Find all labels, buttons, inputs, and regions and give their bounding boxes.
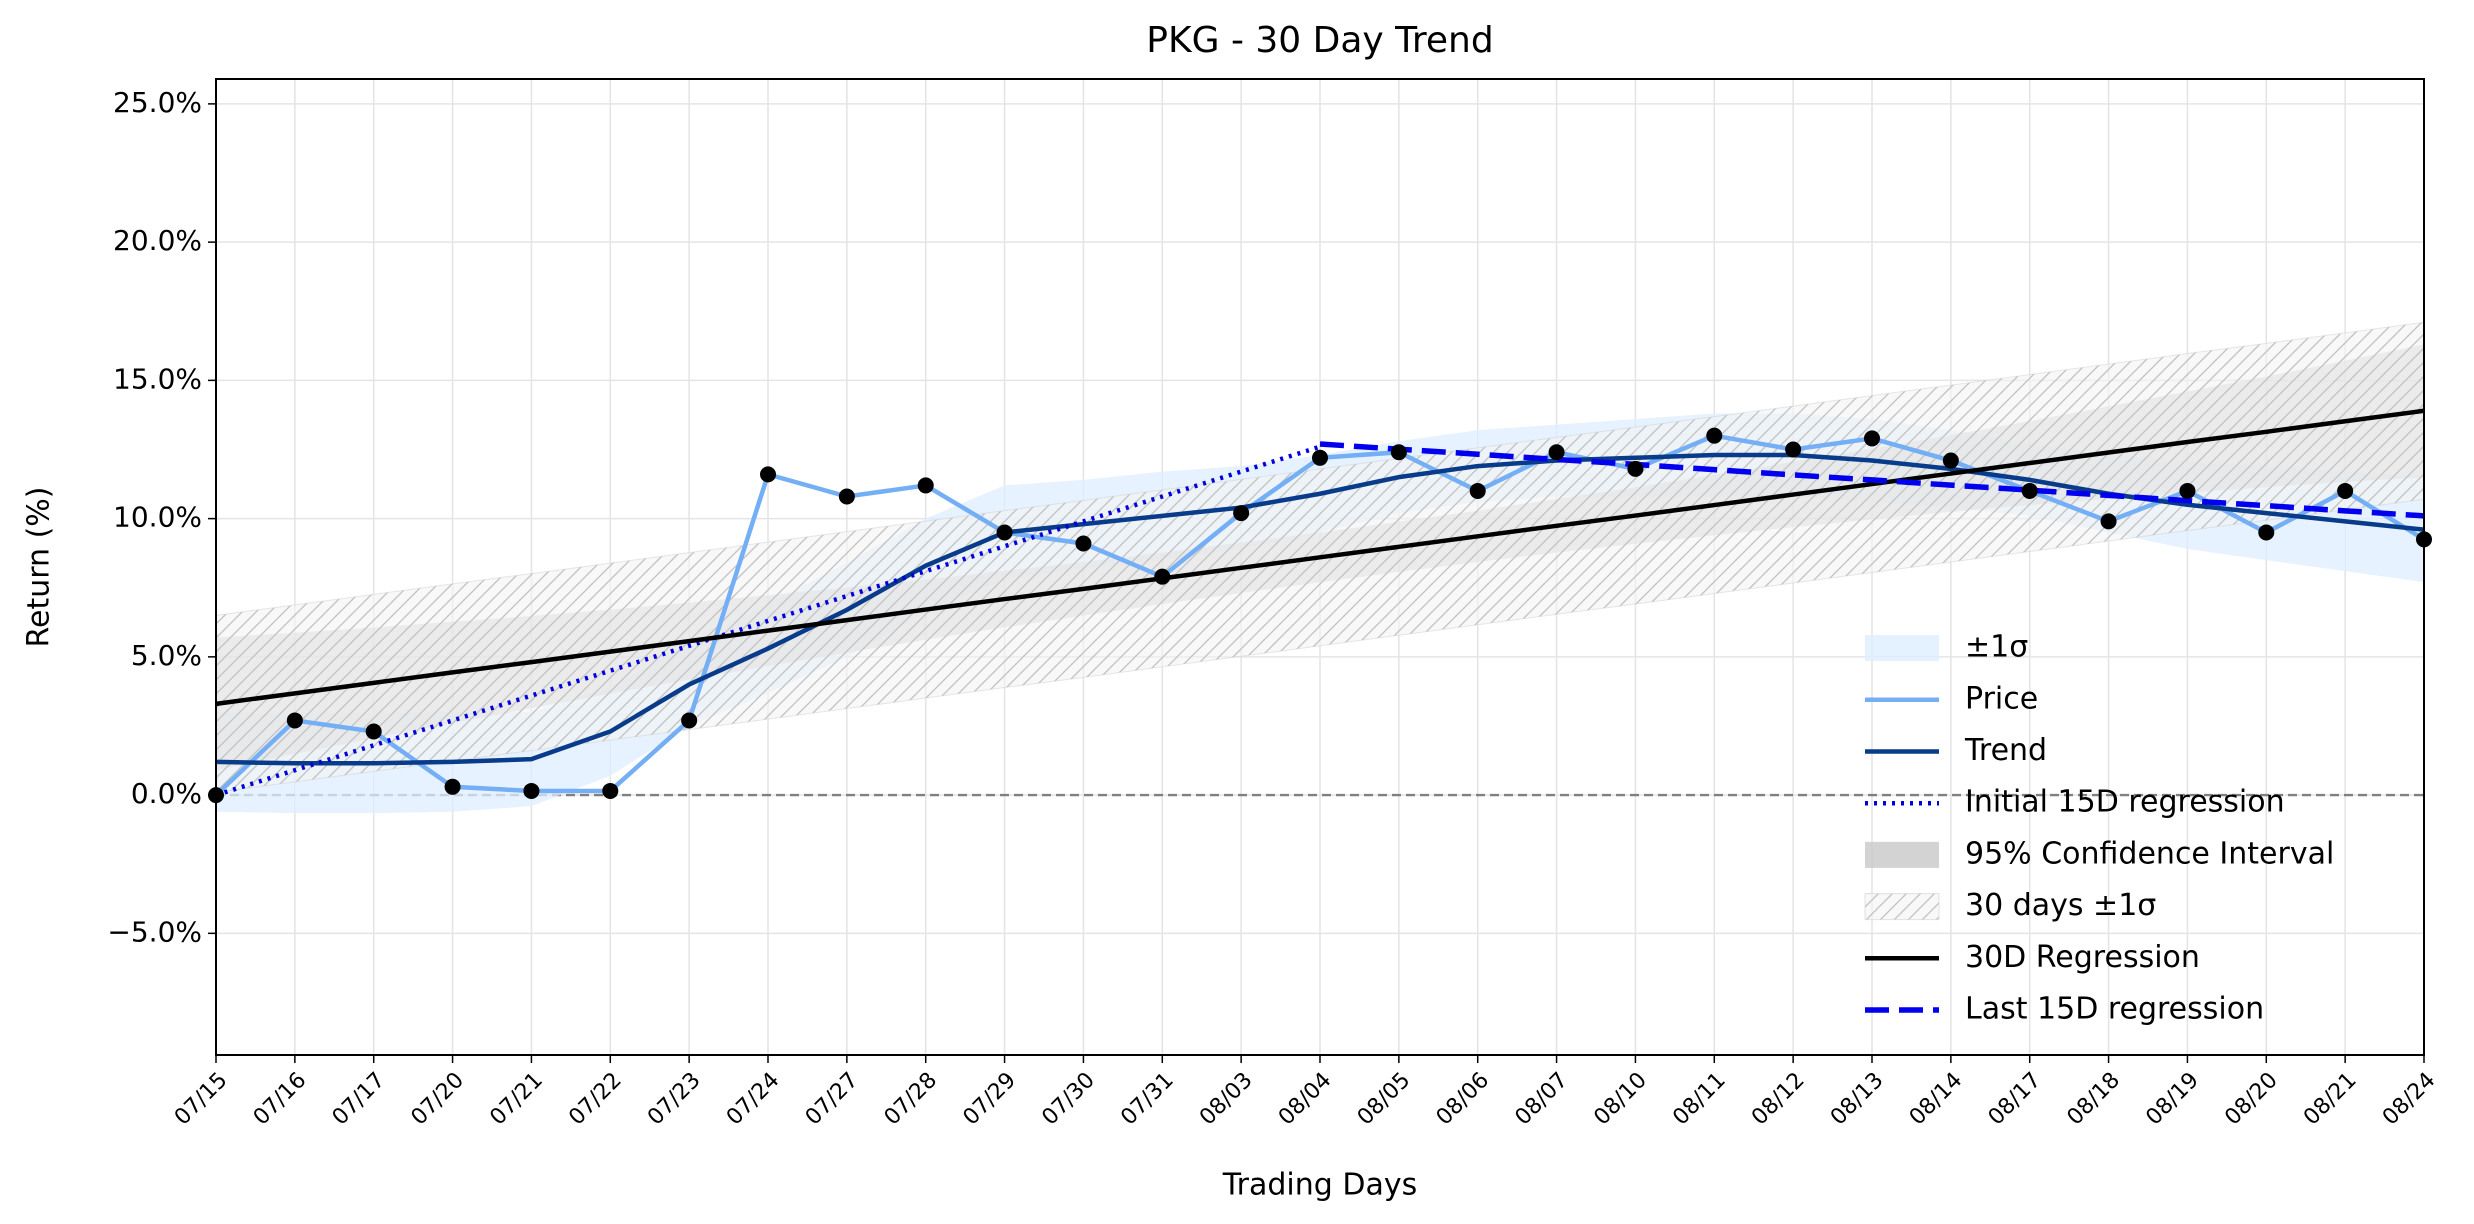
legend-swatch — [1864, 893, 1940, 921]
line — [215, 444, 1321, 798]
point — [1627, 460, 1644, 477]
point — [602, 782, 619, 799]
plot-frame — [215, 78, 2425, 1056]
legend-swatch — [1865, 635, 1939, 662]
y-tick-label: 10.0% — [113, 501, 202, 534]
line — [215, 408, 2425, 707]
point — [286, 712, 303, 729]
point — [1706, 427, 1723, 444]
point — [444, 778, 461, 795]
y-tick-label: 25.0% — [113, 86, 202, 119]
point — [1390, 444, 1407, 461]
point — [1312, 449, 1328, 466]
point — [2179, 482, 2196, 499]
y-tick-label: 20.0% — [113, 224, 202, 257]
point — [2100, 513, 2117, 530]
point — [917, 477, 934, 494]
legend-swatch — [1865, 841, 1939, 868]
point — [365, 723, 382, 740]
legend-label: ±1σ — [1965, 630, 2028, 665]
lines — [214, 408, 2426, 798]
legend-label: 95% Confidence Interval — [1965, 836, 2334, 871]
point — [1864, 430, 1880, 447]
point — [1942, 452, 1959, 469]
point — [1154, 568, 1171, 585]
y-tick-label: −5.0% — [107, 915, 202, 948]
x-axis-label: Trading Days — [1222, 1168, 1417, 1203]
legend-label: Price — [1965, 681, 2038, 716]
y-tick-label: 5.0% — [131, 639, 202, 672]
point — [760, 466, 776, 483]
point — [1075, 535, 1092, 552]
chart-title: PKG - 30 Day Trend — [1146, 20, 1493, 61]
point — [523, 782, 540, 799]
y-tick-label: 0.0% — [131, 777, 202, 810]
line — [215, 452, 2425, 766]
legend: ±1σ Price Trend Initial 15D regression 95% C… — [1864, 630, 2334, 1027]
legend-label: 30 days ±1σ — [1965, 888, 2156, 923]
legend-label: Last 15D regression — [1965, 992, 2264, 1027]
point — [2021, 482, 2038, 499]
point — [1233, 505, 1250, 522]
y-tick-label: 15.0% — [113, 362, 202, 395]
point — [681, 712, 698, 729]
point — [1548, 444, 1565, 461]
legend-label: Trend — [1964, 733, 2047, 768]
point — [1469, 482, 1486, 499]
point — [996, 524, 1013, 541]
legend-label: 30D Regression — [1965, 940, 2200, 975]
point — [1785, 441, 1802, 458]
y-axis-label: Return (%) — [22, 486, 57, 647]
point — [2337, 482, 2354, 499]
line — [1319, 441, 2425, 519]
point — [2258, 524, 2275, 541]
legend-label: Initial 15D regression — [1965, 785, 2285, 820]
point — [838, 488, 855, 505]
